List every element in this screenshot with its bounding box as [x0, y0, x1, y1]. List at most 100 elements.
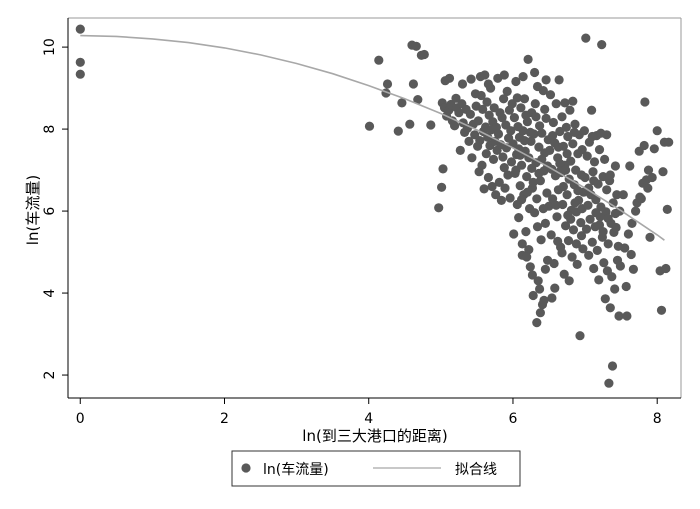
data-point: [493, 129, 504, 139]
data-point: [408, 79, 418, 89]
data-point: [506, 126, 516, 136]
data-point: [602, 185, 612, 195]
data-point: [411, 41, 421, 51]
data-point: [639, 140, 649, 151]
data-point: [656, 305, 667, 315]
data-point: [605, 303, 615, 313]
data-point: [457, 79, 468, 89]
data-point: [546, 230, 556, 240]
data-point: [563, 210, 573, 220]
data-point: [527, 163, 537, 173]
data-point: [397, 98, 407, 108]
data-point: [438, 164, 448, 174]
data-point: [555, 158, 565, 169]
data-point: [478, 104, 488, 114]
data-point: [499, 94, 509, 104]
data-point: [576, 218, 586, 228]
data-point: [565, 105, 575, 115]
data-point: [558, 181, 569, 192]
data-point: [467, 153, 477, 163]
data-point: [515, 181, 525, 191]
data-point: [577, 145, 587, 155]
data-point: [518, 72, 528, 82]
data-point: [614, 311, 624, 321]
data-point: [540, 218, 551, 228]
x-axis-title: ln(到三大港口的距离): [302, 427, 447, 445]
data-point: [551, 99, 561, 109]
data-point: [517, 239, 527, 249]
data-point: [482, 97, 492, 107]
data-point: [598, 227, 608, 237]
data-point: [454, 108, 464, 118]
x-tick-label: 2: [220, 411, 229, 427]
legend-label-scatter: ln(车流量): [263, 461, 329, 478]
data-point: [620, 243, 630, 253]
data-point: [615, 261, 626, 271]
x-tick-label: 0: [76, 411, 85, 427]
data-point: [75, 57, 85, 67]
y-axis-title: ln(车流量): [24, 175, 42, 245]
data-point: [540, 264, 551, 274]
data-point: [541, 75, 551, 85]
data-point: [437, 182, 447, 192]
data-point: [599, 258, 609, 268]
data-point: [592, 245, 602, 255]
data-point: [587, 237, 597, 247]
data-point: [506, 157, 517, 167]
data-point: [517, 195, 527, 205]
data-point: [502, 86, 512, 96]
fit-line-layer: [80, 34, 665, 241]
data-point: [549, 258, 559, 269]
data-point: [557, 112, 567, 122]
data-point: [562, 149, 572, 159]
data-point: [589, 157, 600, 167]
data-point: [477, 160, 487, 170]
legend: ln(车流量) 拟合线: [231, 450, 521, 487]
data-point: [405, 119, 415, 129]
data-point: [603, 239, 613, 249]
data-point: [531, 112, 541, 122]
data-point: [643, 183, 653, 193]
data-point: [571, 239, 582, 249]
data-point: [587, 105, 597, 115]
data-point: [534, 168, 544, 178]
data-point: [450, 121, 460, 131]
data-point: [564, 276, 574, 286]
data-point: [519, 136, 530, 146]
data-point: [589, 263, 599, 274]
data-point: [628, 264, 639, 274]
data-point: [626, 249, 636, 260]
plot-frame: [68, 17, 682, 398]
data-point: [545, 90, 556, 100]
data-point: [623, 229, 634, 239]
data-point: [521, 227, 531, 237]
data-point: [640, 97, 650, 107]
data-point: [509, 113, 519, 123]
data-point: [594, 275, 604, 285]
data-point: [600, 154, 610, 164]
data-point: [494, 177, 504, 187]
data-point: [548, 131, 558, 141]
data-point: [568, 225, 579, 235]
data-point: [662, 204, 672, 214]
data-point: [563, 236, 574, 246]
data-point: [524, 245, 534, 255]
data-point: [618, 190, 628, 200]
data-point: [480, 70, 490, 80]
data-point: [511, 165, 521, 175]
data-point: [550, 283, 560, 293]
data-point: [497, 113, 507, 123]
data-point: [652, 126, 662, 136]
data-point: [382, 79, 393, 89]
data-point: [611, 222, 621, 233]
data-point: [604, 378, 614, 388]
data-point: [570, 119, 580, 129]
data-point: [643, 165, 654, 175]
data-point: [523, 54, 533, 64]
data-point: [547, 293, 557, 303]
data-point: [551, 200, 561, 210]
data-point: [585, 214, 595, 224]
data-point: [527, 270, 538, 280]
data-point: [603, 213, 613, 224]
data-point: [567, 252, 577, 262]
